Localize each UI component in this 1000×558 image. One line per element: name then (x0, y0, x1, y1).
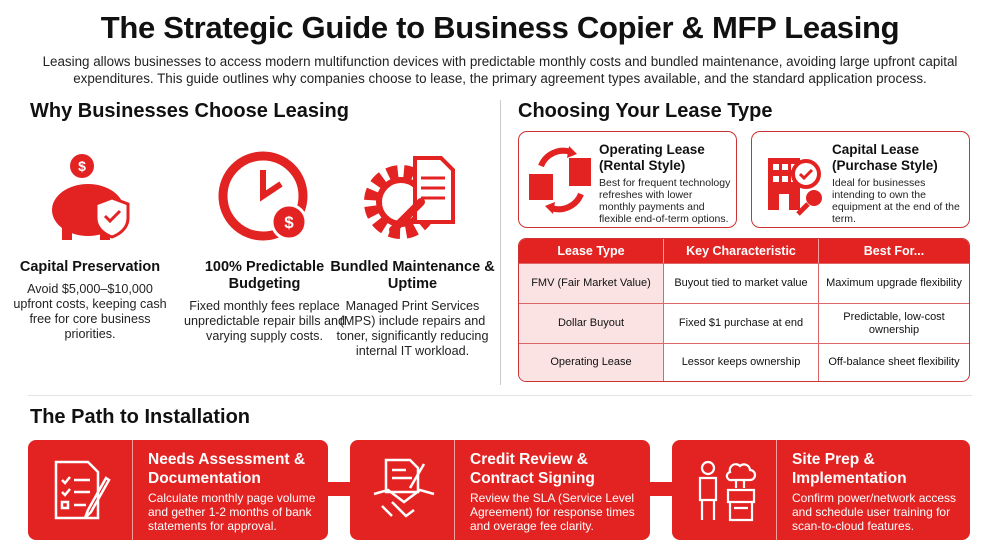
building-key-icon (768, 158, 822, 216)
copier-cycle-icon (529, 146, 591, 214)
card-capital-lease: Capital Lease (Purchase Style) Ideal for… (751, 131, 970, 228)
benefit-capital-preservation: $ Capital Preservation Avoid $5,000–$10,… (10, 150, 170, 342)
card-title: Operating Lease (Rental Style) (599, 142, 705, 173)
table-header-row: Lease Type Key Characteristic Best For..… (519, 239, 969, 263)
page-title: The Strategic Guide to Business Copier &… (100, 10, 900, 45)
benefit-title: Capital Preservation (19, 259, 161, 275)
benefit-title: 100% Predictable Budgeting (204, 259, 325, 292)
card-title: Capital Lease (Purchase Style) (832, 142, 938, 173)
benefit-text: Avoid $5,000–$10,000 upfront costs, keep… (13, 282, 167, 341)
contract-handshake-icon (373, 458, 435, 518)
intro-text: Leasing allows businesses to access mode… (42, 54, 958, 86)
step-title: Credit Review & Contract Signing (470, 451, 595, 487)
benefit-bundled-maintenance: Bundled Maintenance & Uptime Managed Pri… (330, 150, 495, 359)
card-text: Best for frequent technology refreshes w… (599, 177, 731, 225)
svg-text:$: $ (284, 213, 294, 232)
step-text: Review the SLA (Service Level Agreement)… (470, 491, 635, 533)
column-header: Best For... (819, 239, 969, 263)
table-cell: Maximum upgrade flexibility (819, 263, 969, 303)
card-operating-lease: Operating Lease (Rental Style) Best for … (518, 131, 737, 228)
step-needs-assessment: Needs Assessment & Documentation Calcula… (28, 440, 328, 540)
checklist-pencil-icon (54, 460, 111, 520)
column-header: Key Characteristic (664, 239, 819, 263)
step-connector (326, 482, 352, 496)
step-text: Calculate monthly page volume and gether… (148, 491, 316, 533)
lease-comparison-table: Lease Type Key Characteristic Best For..… (518, 238, 970, 382)
step-title: Site Prep & Implementation (792, 451, 907, 487)
piggy-bank-shield-icon: $ (52, 154, 130, 240)
path-heading: The Path to Installation (30, 406, 251, 428)
card-text: Ideal for businesses intending to own th… (832, 177, 960, 225)
section-divider (28, 395, 972, 396)
benefit-text: Managed Print Services (MPS) include rep… (336, 299, 489, 358)
column-divider (500, 100, 501, 385)
benefit-title: Bundled Maintenance & Uptime (330, 259, 495, 292)
table-cell: FMV (Fair Market Value) (519, 263, 664, 303)
column-header: Lease Type (519, 239, 664, 263)
benefit-predictable-budgeting: $ 100% Predictable Budgeting Fixed month… (172, 150, 357, 344)
clock-dollar-icon: $ (218, 151, 307, 241)
table-row: Operating Lease Lessor keeps ownership O… (519, 343, 969, 381)
lease-heading: Choosing Your Lease Type (518, 100, 773, 122)
step-title: Needs Assessment & Documentation (148, 451, 306, 487)
technician-copier-cloud-icon (698, 460, 757, 522)
benefit-text: Fixed monthly fees replace unpredictable… (183, 299, 346, 343)
table-cell: Lessor keeps ownership (664, 343, 819, 381)
svg-text:$: $ (78, 158, 86, 174)
gear-wrench-document-icon (363, 156, 455, 239)
step-connector (648, 482, 674, 496)
table-cell: Fixed $1 purchase at end (664, 303, 819, 343)
step-text: Confirm power/network access and schedul… (792, 491, 957, 533)
table-cell: Off-balance sheet flexibility (819, 343, 969, 381)
table-row: Dollar Buyout Fixed $1 purchase at end P… (519, 303, 969, 343)
step-credit-review: Credit Review & Contract Signing Review … (350, 440, 650, 540)
step-site-prep: Site Prep & Implementation Confirm power… (672, 440, 970, 540)
table-cell: Buyout tied to market value (664, 263, 819, 303)
why-heading: Why Businesses Choose Leasing (30, 100, 349, 122)
table-cell: Dollar Buyout (519, 303, 664, 343)
table-cell: Predictable, low-cost ownership (819, 303, 969, 343)
table-cell: Operating Lease (519, 343, 664, 381)
table-row: FMV (Fair Market Value) Buyout tied to m… (519, 263, 969, 303)
